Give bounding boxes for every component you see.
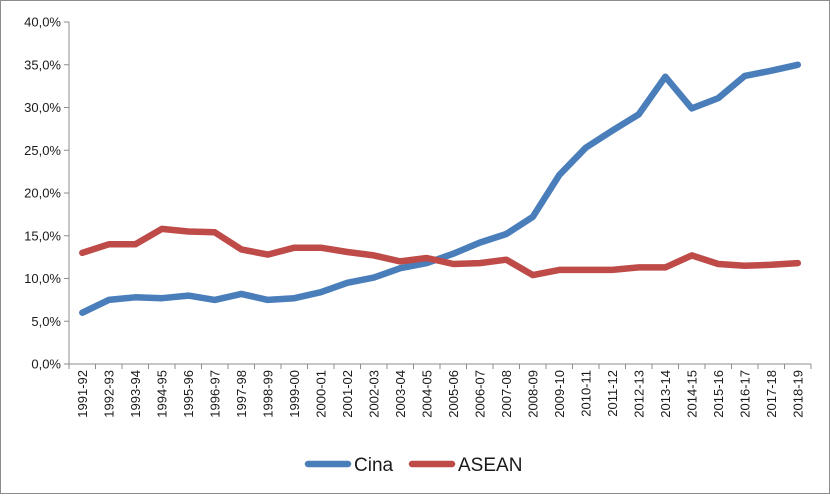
y-tick-label: 15,0% [24, 228, 61, 243]
x-tick-label: 1995-96 [181, 370, 196, 418]
x-tick-label: 1993-94 [128, 370, 143, 418]
x-tick-label: 2009-10 [552, 370, 567, 418]
x-tick-label: 1994-95 [154, 370, 169, 418]
x-tick-label: 2006-07 [472, 370, 487, 418]
x-tick-label: 2018-19 [790, 370, 805, 418]
x-tick-label: 1997-98 [234, 370, 249, 418]
legend-label-cina: Cina [354, 455, 394, 476]
x-tick-label: 1996-97 [207, 370, 222, 418]
x-tick-label: 2002-03 [366, 370, 381, 418]
x-tick-label: 1999-00 [287, 370, 302, 418]
series-line-cina [79, 61, 802, 316]
x-tick-label: 2016-17 [737, 370, 752, 418]
x-tick-label: 2003-04 [393, 370, 408, 418]
x-tick-label: 2012-13 [631, 370, 646, 418]
x-tick-label: 2004-05 [419, 370, 434, 418]
legend-label-asean: ASEAN [458, 455, 522, 476]
series-line-asean [79, 225, 802, 279]
axes [68, 22, 811, 365]
x-tick-label: 2014-15 [684, 370, 699, 418]
x-tick-label: 2000-01 [313, 370, 328, 418]
x-tick-label: 1991-92 [75, 370, 90, 418]
y-axis-ticks: 0,0% 5,0% 10,0% 15,0% 20,0% 25,0% 30,0% 35,0% 40… [24, 15, 69, 372]
x-tick-label: 1998-99 [260, 370, 275, 418]
y-tick-label: 5,0% [31, 314, 61, 329]
y-tick-label: 0,0% [31, 357, 61, 372]
x-tick-label: 1992-93 [101, 370, 116, 418]
series-lines [79, 61, 802, 316]
y-tick-label: 30,0% [24, 100, 61, 115]
x-tick-label: 2011-12 [605, 370, 620, 417]
x-tick-label: 2010-11 [578, 370, 593, 417]
x-tick-label: 2015-16 [711, 370, 726, 418]
x-tick-label: 2007-08 [499, 370, 514, 418]
x-tick-label: 2013-14 [658, 370, 673, 418]
x-tick-label: 2001-02 [340, 370, 355, 418]
x-tick-label: 2008-09 [525, 370, 540, 418]
y-tick-label: 25,0% [24, 143, 61, 158]
x-tick-label: 2017-18 [764, 370, 779, 418]
y-tick-label: 20,0% [24, 186, 61, 201]
y-tick-label: 40,0% [24, 15, 61, 30]
y-tick-label: 35,0% [24, 57, 61, 72]
x-axis-ticks: 1991-92 1992-93 1993-94 1994-95 1995-96 1996-… [68, 364, 812, 418]
legend: Cina ASEAN [304, 455, 522, 476]
x-tick-label: 2005-06 [446, 370, 461, 418]
y-tick-label: 10,0% [24, 271, 61, 286]
